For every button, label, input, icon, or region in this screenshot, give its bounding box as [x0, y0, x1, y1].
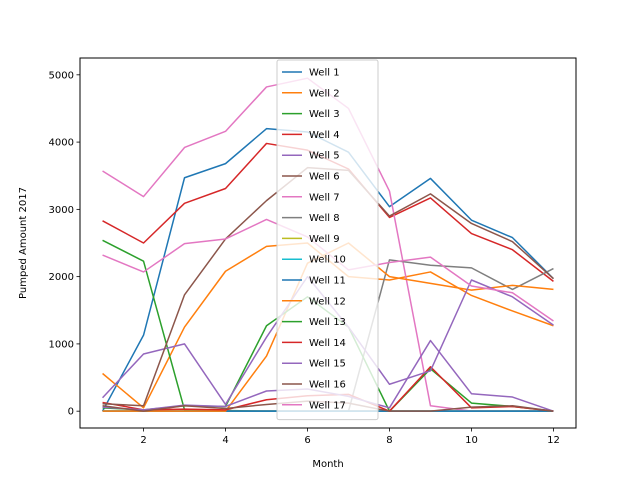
- legend-box: [276, 59, 379, 421]
- legend-label: Well 17: [309, 400, 346, 411]
- legend-label: Well 1: [309, 68, 340, 79]
- x-axis-ticks: 2 4 6 8 10 12: [140, 428, 560, 446]
- legend-label: Well 12: [309, 296, 346, 307]
- legend-label: Well 5: [309, 151, 340, 162]
- x-tick-label: 12: [547, 435, 560, 446]
- x-tick-label: 10: [465, 435, 478, 446]
- y-tick-label: 4000: [49, 138, 74, 149]
- x-tick-label: 2: [140, 435, 146, 446]
- legend-label: Well 13: [309, 317, 346, 328]
- legend-label: Well 3: [309, 109, 340, 120]
- legend-label: Well 8: [309, 213, 340, 224]
- legend-label: Well 14: [309, 338, 346, 349]
- legend-label: Well 7: [309, 192, 340, 203]
- plot-frame: [79, 57, 577, 429]
- y-tick-label: 2000: [49, 272, 74, 283]
- x-tick-label: 6: [304, 435, 310, 446]
- legend-label: Well 11: [309, 276, 346, 287]
- y-tick-label: 5000: [49, 70, 74, 81]
- legend-label: Well 10: [309, 255, 346, 266]
- x-tick-label: 8: [386, 435, 392, 446]
- x-axis-label: Month: [312, 459, 343, 470]
- legend-label: Well 6: [309, 172, 340, 183]
- y-tick-label: 1000: [49, 339, 74, 350]
- legend-label: Well 15: [309, 359, 346, 370]
- y-axis-label: Pumped Amount 2017: [18, 187, 29, 299]
- x-tick-label: 4: [222, 435, 228, 446]
- legend-label: Well 4: [309, 130, 340, 141]
- y-tick-label: 3000: [49, 205, 74, 216]
- legend: Well 1 Well 2 Well 3 Well 4 Well 5 Well 6 Well…: [276, 59, 379, 421]
- legend-label: Well 16: [309, 380, 346, 391]
- y-axis-ticks: 0 1000 2000 3000 4000 5000: [49, 70, 80, 418]
- y-tick-label: 0: [68, 407, 74, 418]
- legend-label: Well 2: [309, 88, 340, 99]
- legend-label: Well 9: [309, 234, 340, 245]
